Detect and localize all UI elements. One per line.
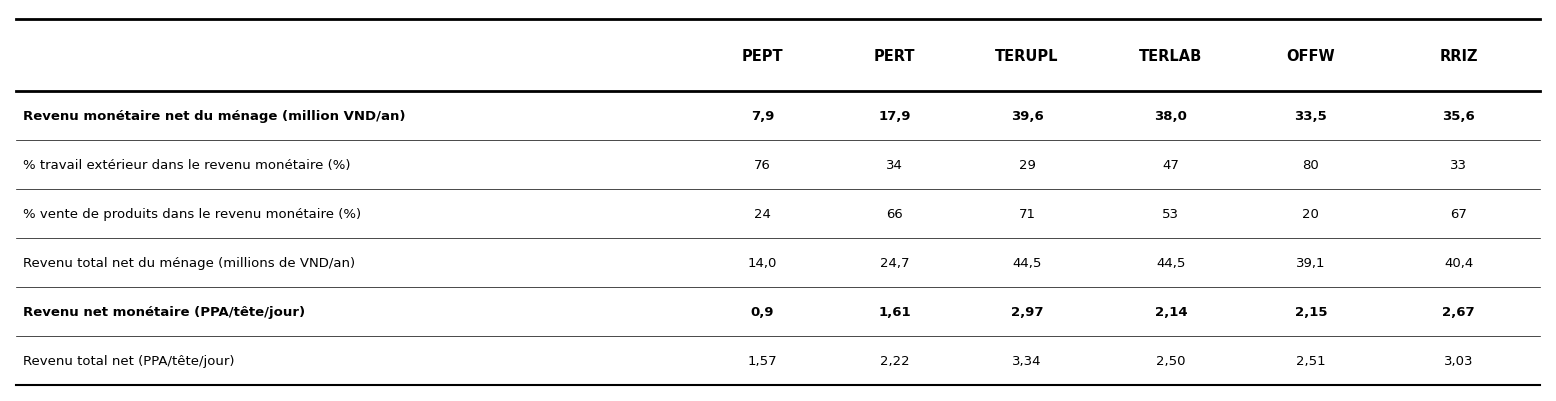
Text: TERUPL: TERUPL (996, 49, 1058, 64)
Text: 2,15: 2,15 (1295, 305, 1327, 318)
Text: 0,9: 0,9 (750, 305, 775, 318)
Text: 2,50: 2,50 (1156, 354, 1186, 367)
Text: Revenu total net (PPA/tête/jour): Revenu total net (PPA/tête/jour) (23, 354, 235, 367)
Text: PEPT: PEPT (742, 49, 783, 64)
Text: 3,03: 3,03 (1444, 354, 1474, 367)
Text: 34: 34 (887, 159, 902, 172)
Text: PERT: PERT (874, 49, 915, 64)
Text: 40,4: 40,4 (1444, 257, 1474, 269)
Text: 14,0: 14,0 (748, 257, 776, 269)
Text: Revenu monétaire net du ménage (million VND/an): Revenu monétaire net du ménage (million … (23, 110, 406, 123)
Text: 66: 66 (887, 208, 902, 221)
Text: 3,34: 3,34 (1013, 354, 1041, 367)
Text: 2,97: 2,97 (1011, 305, 1043, 318)
Text: OFFW: OFFW (1287, 49, 1335, 64)
Text: 38,0: 38,0 (1155, 110, 1187, 123)
Text: 44,5: 44,5 (1156, 257, 1186, 269)
Text: 44,5: 44,5 (1013, 257, 1041, 269)
Text: 33,5: 33,5 (1295, 110, 1327, 123)
Text: 7,9: 7,9 (750, 110, 775, 123)
Text: 80: 80 (1302, 159, 1319, 172)
Text: % vente de produits dans le revenu monétaire (%): % vente de produits dans le revenu monét… (23, 208, 361, 221)
Text: 53: 53 (1162, 208, 1179, 221)
Text: 71: 71 (1019, 208, 1035, 221)
Text: 24,7: 24,7 (881, 257, 909, 269)
Text: 67: 67 (1450, 208, 1467, 221)
Text: Revenu total net du ménage (millions de VND/an): Revenu total net du ménage (millions de … (23, 257, 355, 269)
Text: 1,61: 1,61 (879, 305, 910, 318)
Text: 39,1: 39,1 (1296, 257, 1326, 269)
Text: 2,67: 2,67 (1442, 305, 1475, 318)
Text: 2,22: 2,22 (879, 354, 910, 367)
Text: 76: 76 (755, 159, 770, 172)
Text: 35,6: 35,6 (1442, 110, 1475, 123)
Text: 2,14: 2,14 (1155, 305, 1187, 318)
Text: 17,9: 17,9 (879, 110, 910, 123)
Text: 47: 47 (1162, 159, 1179, 172)
Text: 20: 20 (1302, 208, 1319, 221)
Text: TERLAB: TERLAB (1139, 49, 1203, 64)
Text: 39,6: 39,6 (1010, 110, 1044, 123)
Text: 29: 29 (1019, 159, 1035, 172)
Text: % travail extérieur dans le revenu monétaire (%): % travail extérieur dans le revenu monét… (23, 159, 350, 172)
Text: 2,51: 2,51 (1296, 354, 1326, 367)
Text: 1,57: 1,57 (747, 354, 778, 367)
Text: Revenu net monétaire (PPA/tête/jour): Revenu net monétaire (PPA/tête/jour) (23, 305, 305, 318)
Text: 33: 33 (1450, 159, 1467, 172)
Text: 24: 24 (755, 208, 770, 221)
Text: RRIZ: RRIZ (1439, 49, 1478, 64)
